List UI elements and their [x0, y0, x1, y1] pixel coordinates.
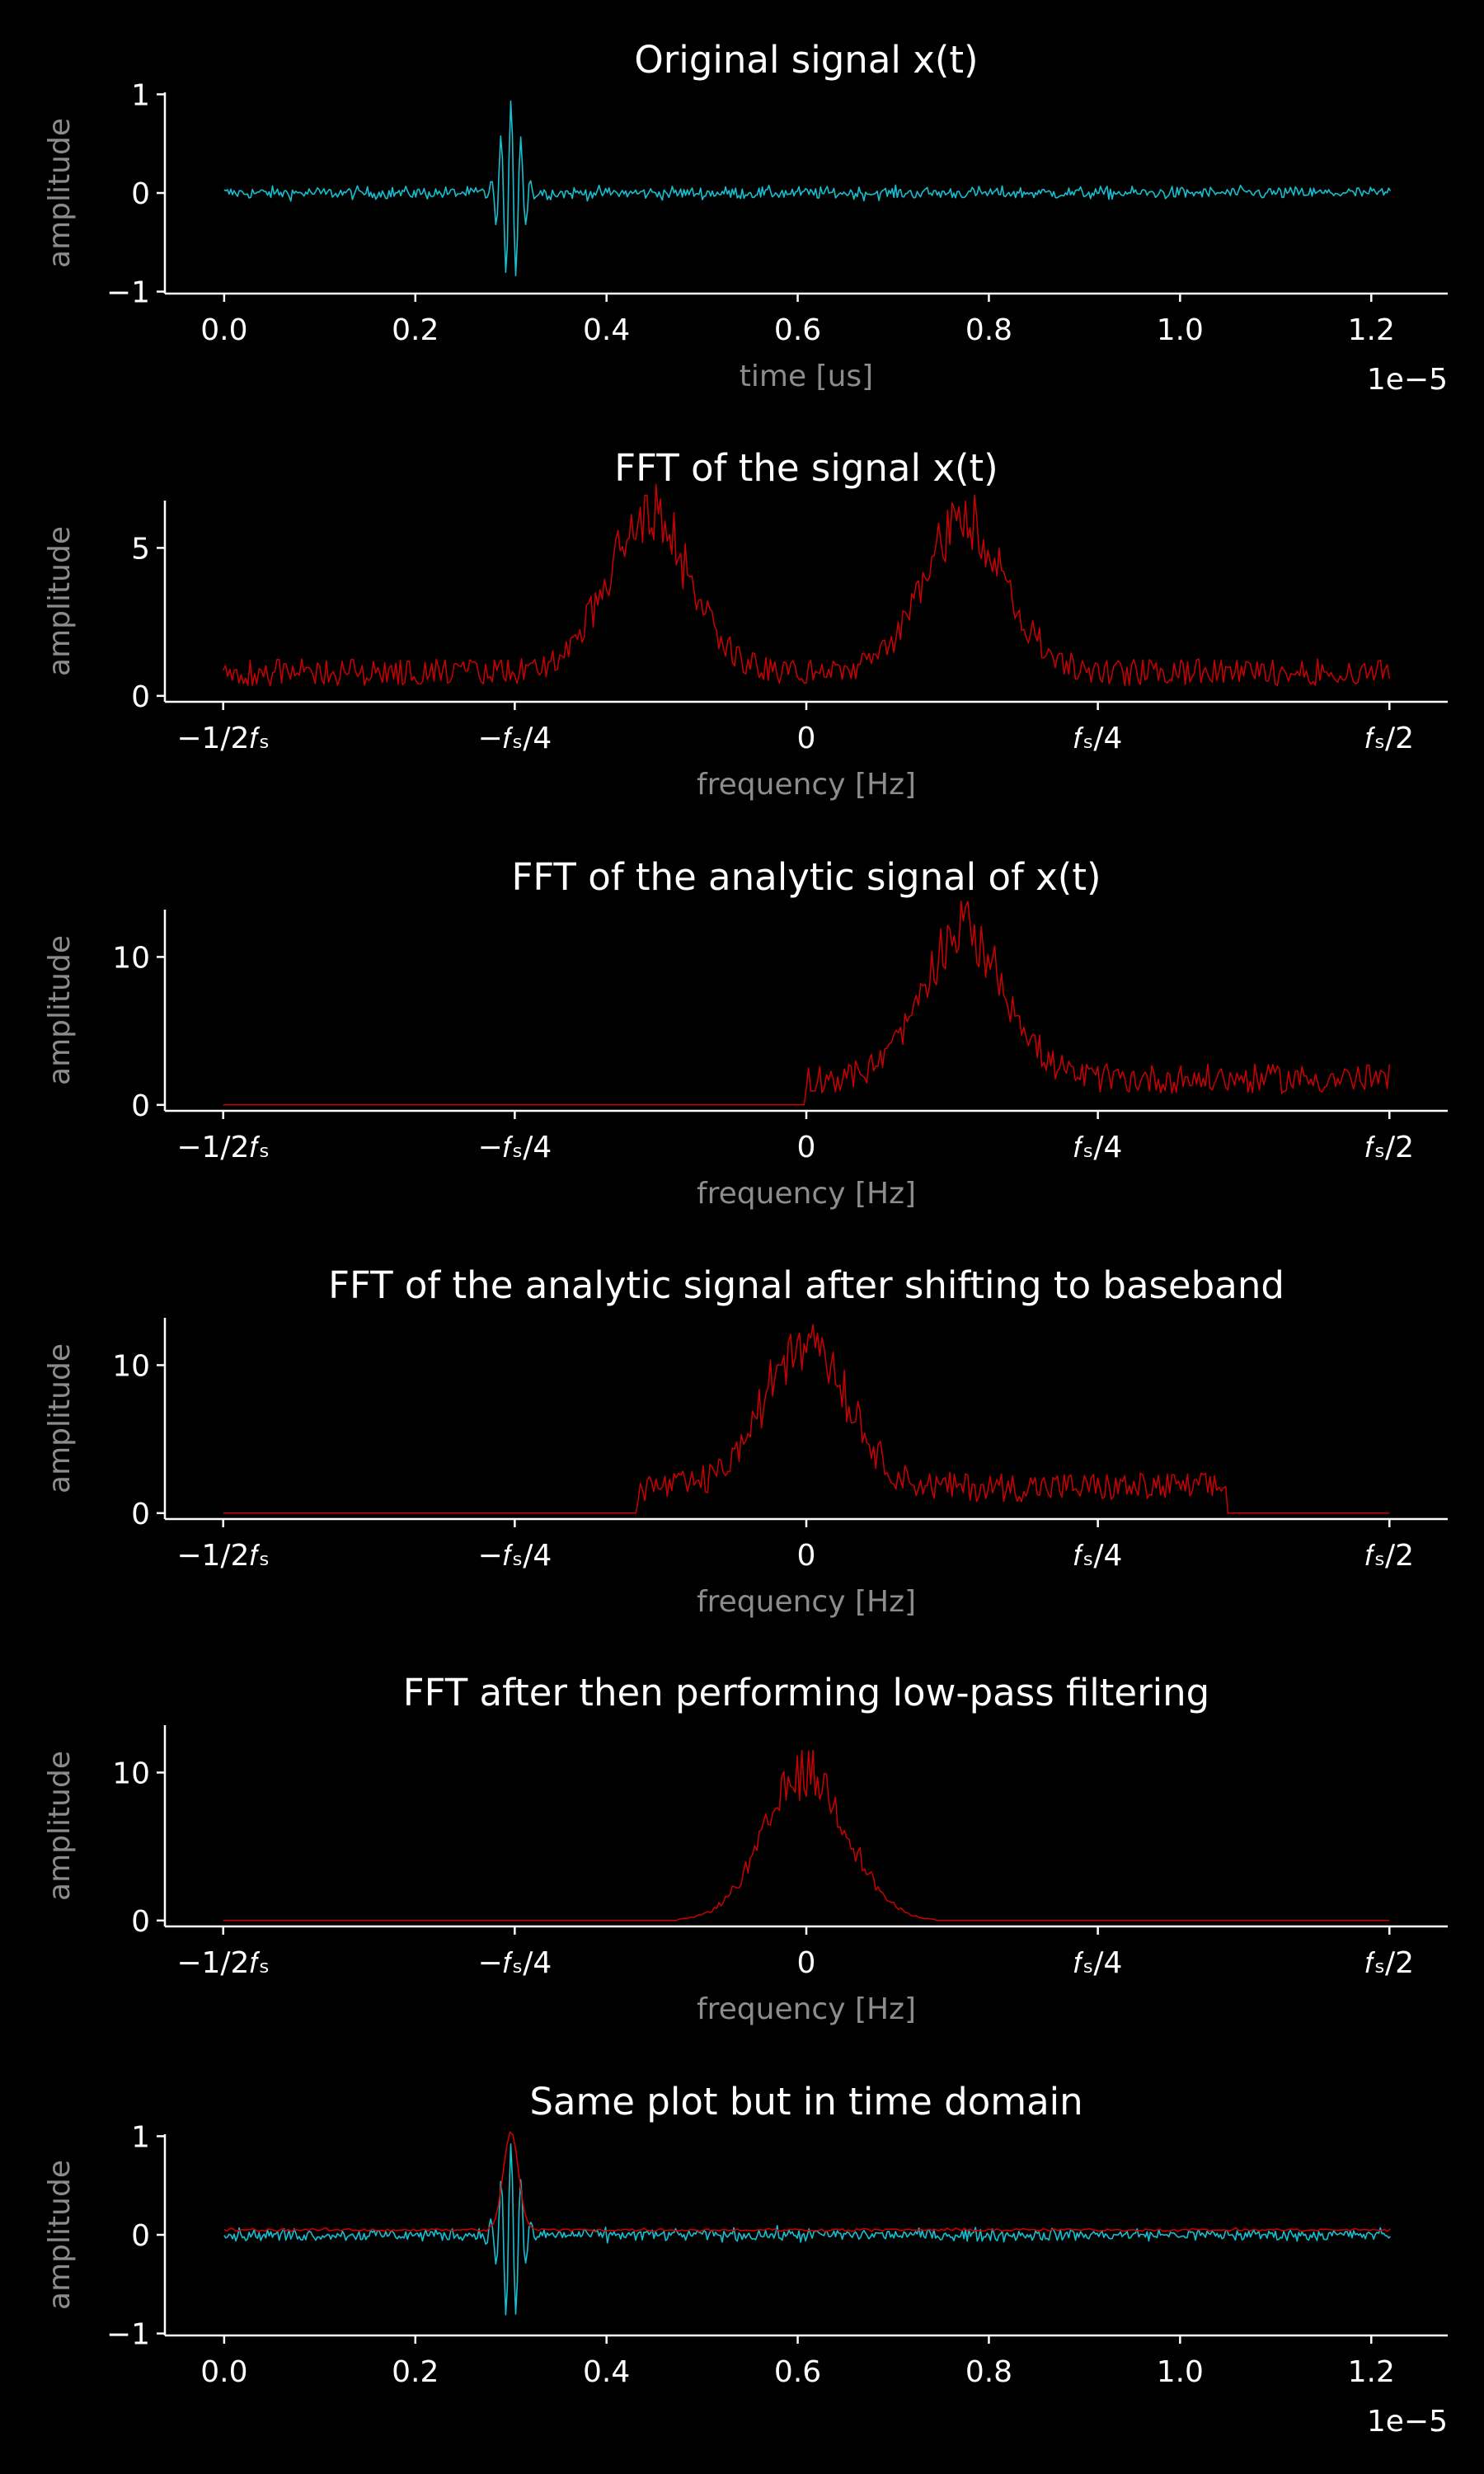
x-tick-label: −𝑓ₛ/4: [477, 1539, 552, 1573]
y-tick-label: 1: [131, 78, 150, 112]
x-tick-label: −𝑓ₛ/4: [477, 1946, 552, 1980]
chart-title: FFT of the signal x(t): [614, 446, 998, 490]
x-tick-label: 0.6: [774, 2355, 821, 2389]
chart-panel-1: Original signal x(t) −1 0 1 0.0 0.2 0.4 0.6 0.8 1…: [43, 38, 1448, 397]
y-tick-label: 0: [131, 177, 150, 211]
y-tick-label: 5: [131, 532, 150, 566]
x-tick-label: 𝑓ₛ/2: [1364, 1131, 1414, 1164]
chart-panel-2: FFT of the signal x(t) 0 5 −1/2𝑓ₛ −𝑓ₛ/4 0 𝑓ₛ/4…: [43, 446, 1448, 802]
x-tick-label: 1.2: [1348, 313, 1395, 347]
y-tick-label: 10: [112, 1757, 150, 1790]
chart-panel-3: FFT of the analytic signal of x(t) 0 10 −1/…: [43, 855, 1448, 1211]
y-tick-label: 0: [131, 1089, 150, 1123]
x-tick-label: 𝑓ₛ/4: [1073, 1131, 1123, 1164]
x-axis-label: frequency [Hz]: [697, 1585, 916, 1619]
x-tick-label: 0: [797, 1539, 816, 1573]
series-line-spectrum: [223, 901, 1391, 1106]
y-axis-label: amplitude: [43, 526, 77, 676]
x-tick-label: 0.0: [200, 313, 247, 347]
x-offset-text: 1e−5: [1367, 363, 1448, 397]
x-tick-label: 0.6: [774, 313, 821, 347]
y-tick-label: −1: [106, 2318, 150, 2352]
x-tick-label: 0.8: [965, 2355, 1012, 2389]
x-tick-label: −1/2𝑓ₛ: [176, 722, 270, 755]
x-tick-label: 1.2: [1348, 2355, 1395, 2389]
x-tick-label: 𝑓ₛ/2: [1364, 1539, 1414, 1573]
x-tick-label: −𝑓ₛ/4: [477, 722, 552, 755]
x-tick-label: 1.0: [1157, 313, 1204, 347]
y-tick-label: 0: [131, 1498, 150, 1531]
x-tick-label: 0: [797, 1131, 816, 1164]
x-tick-label: 0: [797, 722, 816, 755]
x-tick-label: −1/2𝑓ₛ: [176, 1539, 270, 1573]
chart-title: FFT after then performing low-pass filte…: [403, 1671, 1209, 1714]
x-tick-label: 1.0: [1157, 2355, 1204, 2389]
chart-title: Same plot but in time domain: [529, 2080, 1082, 2124]
x-tick-label: 0.4: [583, 2355, 630, 2389]
chart-title: FFT of the analytic signal after shiftin…: [328, 1263, 1284, 1307]
y-tick-label: −1: [106, 276, 150, 310]
series-line-time_signal: [223, 100, 1392, 276]
x-tick-label: 𝑓ₛ/4: [1073, 1946, 1123, 1980]
chart-title: Original signal x(t): [634, 38, 978, 82]
y-tick-label: 0: [131, 1905, 150, 1939]
x-tick-label: 𝑓ₛ/4: [1073, 1539, 1123, 1573]
x-axis-label: frequency [Hz]: [697, 1177, 916, 1211]
y-axis-label: amplitude: [43, 118, 77, 268]
x-tick-label: −1/2𝑓ₛ: [176, 1131, 270, 1164]
x-tick-label: 𝑓ₛ/2: [1364, 1946, 1414, 1980]
y-axis-label: amplitude: [43, 2160, 77, 2310]
x-tick-label: 0.8: [965, 313, 1012, 347]
x-axis-label: frequency [Hz]: [697, 768, 916, 802]
series-line-envelope: [223, 2131, 1391, 2233]
x-tick-label: −𝑓ₛ/4: [477, 1131, 552, 1164]
x-offset-text: 1e−5: [1367, 2405, 1448, 2439]
chart-panel-5: FFT after then performing low-pass filte…: [43, 1671, 1448, 2026]
y-tick-label: 1: [131, 2120, 150, 2154]
y-tick-label: 10: [112, 1349, 150, 1383]
x-axis-label: frequency [Hz]: [697, 1992, 916, 2026]
chart-title: FFT of the analytic signal of x(t): [511, 855, 1101, 899]
y-axis-label: amplitude: [43, 1751, 77, 1901]
series-line-time_signal: [223, 2143, 1391, 2316]
x-axis-label: time [us]: [740, 360, 873, 393]
chart-panel-6: Same plot but in time domain −1 0 1 0.0 0.2 0.…: [43, 2080, 1448, 2439]
x-tick-label: 0.2: [392, 313, 439, 347]
x-tick-label: 0.2: [392, 2355, 439, 2389]
x-tick-label: −1/2𝑓ₛ: [176, 1946, 270, 1980]
x-tick-label: 𝑓ₛ/4: [1073, 722, 1123, 755]
series-line-spectrum: [223, 483, 1391, 686]
x-tick-label: 𝑓ₛ/2: [1364, 722, 1414, 755]
x-tick-label: 0.0: [200, 2355, 247, 2389]
chart-panel-4: FFT of the analytic signal after shiftin…: [43, 1263, 1448, 1619]
y-tick-label: 0: [131, 2219, 150, 2253]
series-line-spectrum: [223, 1749, 1390, 1921]
y-axis-label: amplitude: [43, 935, 77, 1085]
y-tick-label: 10: [112, 941, 150, 975]
x-tick-label: 0.4: [583, 313, 630, 347]
series-line-spectrum: [223, 1324, 1390, 1514]
y-axis-label: amplitude: [43, 1343, 77, 1493]
x-tick-label: 0: [797, 1946, 816, 1980]
y-tick-label: 0: [131, 680, 150, 714]
